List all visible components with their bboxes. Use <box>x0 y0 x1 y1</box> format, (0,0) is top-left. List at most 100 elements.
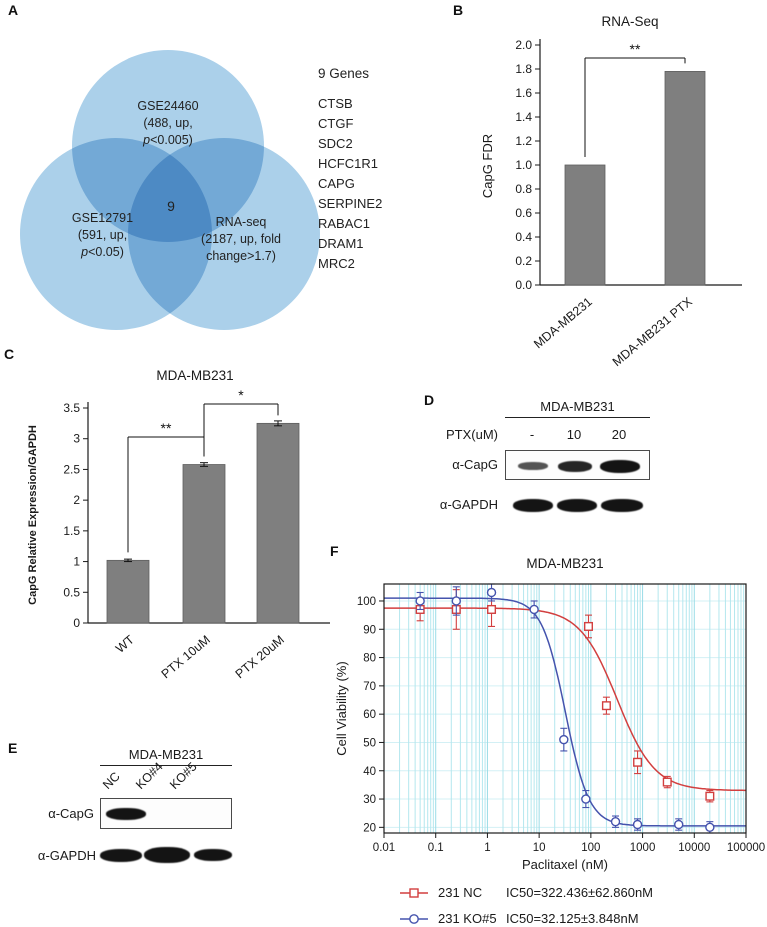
gene-item: MRC2 <box>318 256 355 271</box>
gene-list: CTSB CTGF SDC2 HCFC1R1 CAPG SERPINE2 RABAC1 DRA… <box>318 94 458 274</box>
panel-e-lane-nc: NC <box>100 769 123 792</box>
data-point <box>674 819 684 830</box>
venn-set-stats: change>1.7) <box>206 249 276 263</box>
svg-text:100: 100 <box>581 842 600 854</box>
svg-text:1: 1 <box>73 555 80 569</box>
data-point <box>633 757 643 767</box>
bar-WT <box>106 559 150 624</box>
panel-e-cell-line-title: MDA-MB231 <box>100 747 232 766</box>
blot-band <box>601 499 643 512</box>
data-point <box>705 822 715 833</box>
venn-set-pvalue: p<0.05) <box>81 245 124 259</box>
venn-set-stats: (591, up, <box>77 228 128 242</box>
legend-marker <box>409 914 419 924</box>
legend-ic50-value: IC50=32.125±3.848nM <box>506 911 639 926</box>
svg-text:0.01: 0.01 <box>373 842 395 854</box>
gene-list-title: 9 Genes <box>318 66 370 81</box>
panel-f-dose-response-chart: MDA-MB231 0.01 0.1 1 10 100 1000 10000 100000 20 3… <box>334 556 765 926</box>
svg-text:70: 70 <box>363 681 376 693</box>
svg-text:40: 40 <box>363 766 376 778</box>
venn-overlap-count: 9 <box>167 198 175 214</box>
svg-text:**: ** <box>161 420 172 436</box>
svg-text:2.5: 2.5 <box>63 462 80 476</box>
svg-text:0.6: 0.6 <box>515 206 532 220</box>
svg-text:Cell Viability (%): Cell Viability (%) <box>334 661 349 755</box>
svg-text:3: 3 <box>73 432 80 446</box>
svg-text:MDA-MB231 PTX: MDA-MB231 PTX <box>610 294 696 369</box>
legend-series-name: 231 KO#5 <box>438 911 497 926</box>
bar-PTX 10uM <box>182 464 226 624</box>
panel-b-bar-chart: RNA-Seq CapG FDR 0.0 0.2 0.4 0.6 0.8 1.0 1.2 1.4 1… <box>480 14 742 369</box>
svg-text:1.4: 1.4 <box>515 110 532 124</box>
svg-text:60: 60 <box>363 709 376 721</box>
legend-ic50-value: IC50=322.436±62.860nM <box>506 885 653 900</box>
data-point <box>610 816 621 827</box>
svg-text:10000: 10000 <box>678 842 710 854</box>
svg-text:RNA-Seq: RNA-Seq <box>601 14 658 29</box>
blot-band <box>194 849 232 861</box>
svg-text:2: 2 <box>73 493 80 507</box>
data-point <box>529 604 539 615</box>
svg-text:100: 100 <box>357 596 376 608</box>
venn-set-name: GSE12791 <box>71 211 134 225</box>
svg-text:CapG Relative Expression/GAPDH: CapG Relative Expression/GAPDH <box>27 425 39 605</box>
panel-d-dose-20: 20 <box>611 427 627 442</box>
blot-band <box>600 460 640 473</box>
gene-item: SDC2 <box>318 136 353 151</box>
data-point <box>486 587 497 598</box>
svg-text:0.0: 0.0 <box>515 278 532 292</box>
venn-circle-rnaseq <box>128 138 320 330</box>
panel-c-label: C <box>4 346 15 362</box>
bar-PTX 20uM <box>256 422 300 624</box>
panel-d-dose-label: PTX(uM) <box>446 427 498 442</box>
panel-d-gapdh-label: α-GAPDH <box>439 497 498 512</box>
panel-d-capg-blot <box>505 450 650 480</box>
blot-band <box>100 849 142 862</box>
svg-text:MDA-MB231: MDA-MB231 <box>156 368 233 383</box>
svg-text:Paclitaxel (nM): Paclitaxel (nM) <box>522 857 608 872</box>
blot-band <box>106 808 146 820</box>
data-point <box>581 794 591 804</box>
venn-label-gse24460: GSE24460 (488, up, p<0.005) <box>88 98 248 149</box>
svg-text:PTX 20uM: PTX 20uM <box>233 633 287 682</box>
data-point <box>451 596 461 606</box>
venn-set-stats: (2187, up, fold <box>201 232 281 246</box>
svg-text:0.2: 0.2 <box>515 254 532 268</box>
svg-text:0.5: 0.5 <box>63 585 80 599</box>
svg-text:90: 90 <box>363 624 376 636</box>
svg-text:10: 10 <box>533 842 546 854</box>
panel-c-bar-chart: MDA-MB231 CapG Relative Expression/GAPDH 0… <box>27 368 330 682</box>
blot-band <box>144 847 190 863</box>
svg-text:3.5: 3.5 <box>63 401 80 415</box>
svg-text:1.0: 1.0 <box>515 158 532 172</box>
data-point <box>632 819 643 830</box>
blot-band <box>518 462 548 470</box>
svg-text:80: 80 <box>363 653 376 665</box>
panel-d-gapdh-blot <box>505 490 650 520</box>
legend-series-name: 231 NC <box>438 885 482 900</box>
panel-e-capg-label: α-CapG <box>48 806 94 821</box>
venn-label-gse12791: GSE12791 (591, up, p<0.05) <box>30 210 175 261</box>
svg-text:20: 20 <box>363 822 376 834</box>
venn-set-name: GSE24460 <box>137 99 199 113</box>
svg-text:1.5: 1.5 <box>63 524 80 538</box>
svg-text:CapG FDR: CapG FDR <box>480 134 495 198</box>
svg-text:100000: 100000 <box>727 842 765 854</box>
data-point <box>662 777 672 787</box>
svg-text:0.1: 0.1 <box>428 842 444 854</box>
panel-e-gapdh-blot <box>100 840 232 870</box>
data-point <box>559 734 569 745</box>
panel-d-dose-10: 10 <box>566 427 582 442</box>
panel-b-label: B <box>453 2 464 18</box>
svg-text:1.8: 1.8 <box>515 62 532 76</box>
legend-marker <box>409 888 419 898</box>
svg-text:2.0: 2.0 <box>515 38 532 52</box>
panel-e-gapdh-label: α-GAPDH <box>37 848 96 863</box>
data-point <box>487 604 497 614</box>
data-point <box>601 701 611 711</box>
fit-curve <box>384 607 746 792</box>
svg-text:1.2: 1.2 <box>515 134 532 148</box>
data-point <box>705 791 715 801</box>
gene-item: CAPG <box>318 176 355 191</box>
